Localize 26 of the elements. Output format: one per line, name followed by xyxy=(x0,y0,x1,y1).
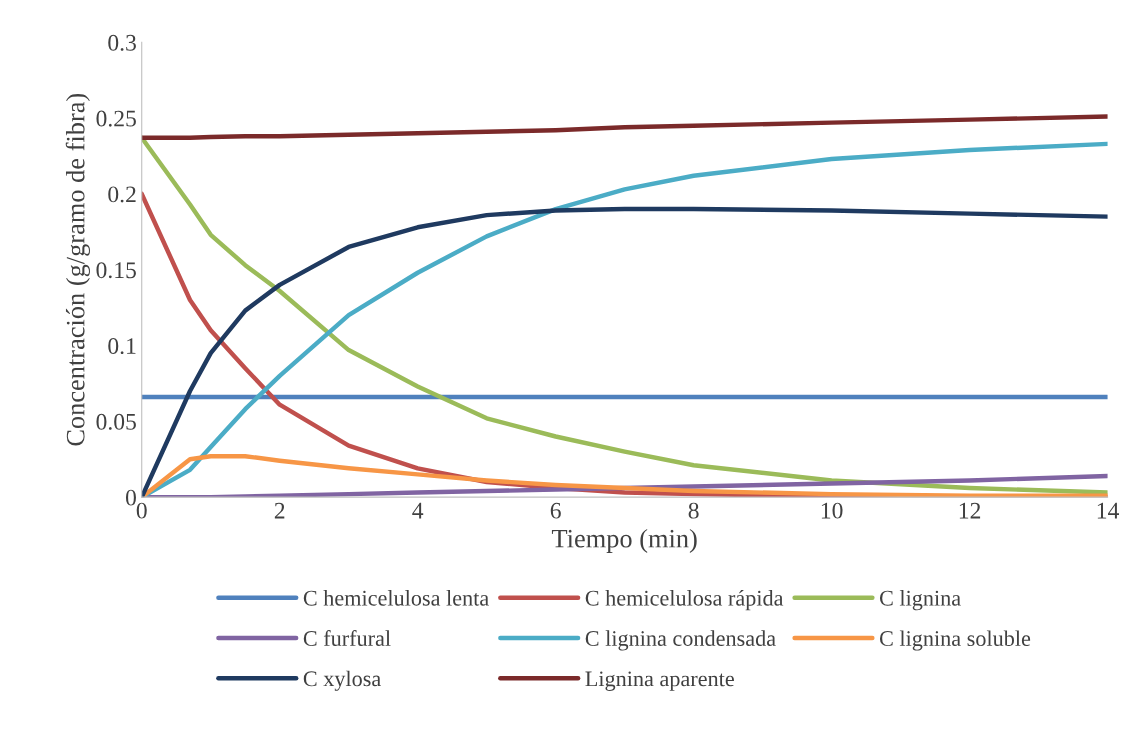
legend-label: C lignina xyxy=(879,590,961,611)
x-tick-label: 0 xyxy=(136,502,147,519)
legend-label: C lignina condensada xyxy=(585,630,776,651)
legend-label: C hemicelulosa rápida xyxy=(585,590,784,611)
x-tick-label: 8 xyxy=(688,502,699,519)
x-tick-label: 4 xyxy=(412,502,424,519)
x-tick-label: 6 xyxy=(550,502,561,519)
x-tick-label: 14 xyxy=(1097,502,1119,519)
line-series xyxy=(141,114,1108,141)
y-axis-title: Concentración (g/gramo de fibra) xyxy=(65,93,90,446)
y-tick-label: 0 xyxy=(125,489,136,506)
legend-label: C xylosa xyxy=(303,670,381,691)
y-tick-label: 0.2 xyxy=(108,186,136,203)
x-tick-label: 12 xyxy=(959,502,981,519)
y-tick-label: 0.05 xyxy=(96,413,136,430)
y-tick-label: 0.3 xyxy=(108,34,136,51)
x-axis-title: Tiempo (min) xyxy=(551,528,697,553)
x-tick-label: 2 xyxy=(274,502,285,519)
legend-label: Lignina aparente xyxy=(585,671,734,691)
legend-label: C hemicelulosa lenta xyxy=(303,590,489,606)
y-tick-label: 0.15 xyxy=(96,262,136,279)
legend-label: C lignina soluble xyxy=(879,630,1031,651)
y-tick-label: 0.1 xyxy=(108,338,136,355)
x-tick-label: 10 xyxy=(821,502,843,519)
legend-label: C furfural xyxy=(303,630,391,646)
y-tick-label: 0.25 xyxy=(96,110,136,127)
